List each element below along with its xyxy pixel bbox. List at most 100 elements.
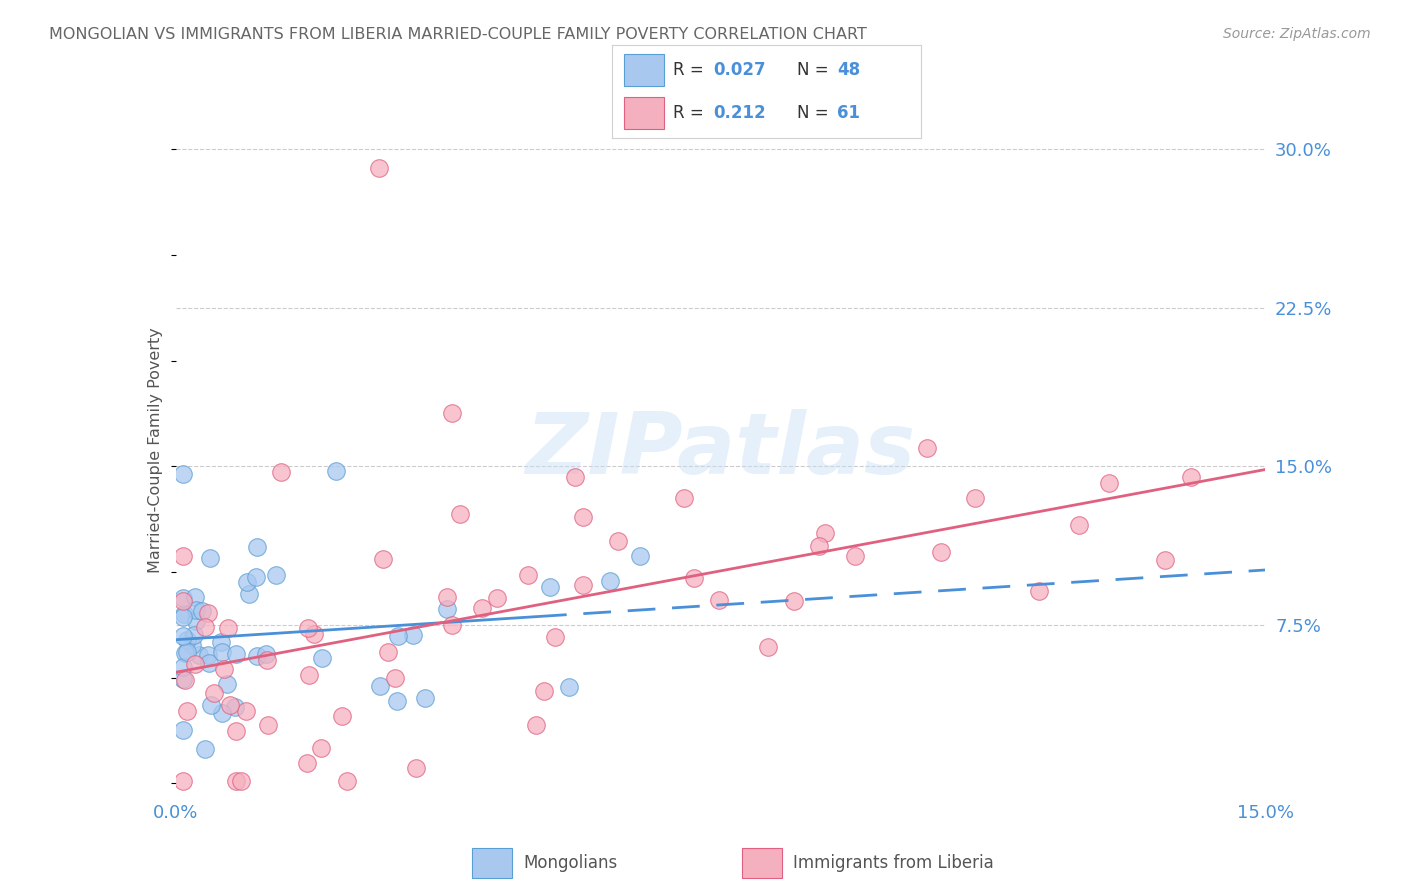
Point (194, 620, 217, 634)
Point (172, 610, 194, 624)
Point (449, 507, 471, 521)
Point (844, 549, 866, 563)
Point (311, 651, 333, 665)
Point (599, 574, 621, 588)
Point (194, 741, 217, 756)
Point (173, 673, 195, 688)
Point (172, 591, 194, 606)
Point (440, 407, 463, 421)
Text: 48: 48 (838, 61, 860, 78)
Point (1028, 584, 1050, 599)
Text: ZIPatlas: ZIPatlas (526, 409, 915, 492)
Point (1153, 553, 1175, 567)
Point (385, 693, 408, 707)
Point (1180, 470, 1202, 484)
Text: 0.027: 0.027 (714, 61, 766, 78)
Point (172, 629, 194, 643)
Point (217, 677, 239, 691)
Point (266, 568, 288, 582)
Point (176, 645, 198, 659)
Text: MONGOLIAN VS IMMIGRANTS FROM LIBERIA MARRIED-COUPLE FAMILY POVERTY CORRELATION C: MONGOLIAN VS IMMIGRANTS FROM LIBERIA MAR… (49, 27, 868, 42)
Point (224, 700, 246, 714)
Point (387, 629, 409, 643)
Point (707, 593, 730, 607)
Point (257, 718, 280, 732)
Point (371, 552, 394, 566)
Point (180, 638, 202, 652)
Point (270, 466, 292, 480)
Point (184, 657, 207, 672)
Point (245, 541, 267, 555)
Point (217, 621, 239, 635)
Point (172, 723, 194, 737)
Point (517, 568, 540, 582)
Point (808, 539, 831, 553)
Text: R =: R = (673, 104, 704, 122)
Point (368, 679, 391, 693)
Point (628, 549, 651, 564)
Point (405, 761, 427, 775)
Point (413, 690, 436, 705)
Point (173, 607, 195, 621)
Point (436, 602, 458, 616)
Bar (624, 54, 664, 86)
Point (297, 622, 319, 636)
Point (174, 646, 197, 660)
Point (309, 740, 332, 755)
Point (245, 570, 267, 584)
Point (783, 593, 806, 607)
Point (184, 591, 207, 605)
Point (187, 648, 209, 663)
Text: Mongolians: Mongolians (523, 854, 617, 871)
Point (295, 756, 318, 771)
Point (254, 647, 277, 661)
Point (197, 607, 219, 621)
Y-axis label: Married-Couple Family Poverty: Married-Couple Family Poverty (148, 327, 163, 574)
Point (225, 774, 247, 789)
Point (231, 774, 253, 789)
Point (929, 545, 952, 559)
Point (238, 586, 260, 600)
Point (172, 774, 194, 789)
Point (172, 549, 194, 563)
Point (368, 161, 391, 176)
Point (471, 601, 494, 615)
Point (377, 645, 399, 659)
Bar (624, 97, 664, 129)
Point (325, 464, 347, 478)
Point (197, 648, 219, 662)
Point (335, 774, 357, 789)
Bar (472, 847, 512, 878)
Point (572, 578, 595, 592)
Point (564, 470, 586, 484)
Point (172, 467, 194, 482)
Point (200, 698, 222, 712)
Point (186, 614, 208, 628)
Text: R =: R = (673, 61, 704, 78)
Text: Source: ZipAtlas.com: Source: ZipAtlas.com (1223, 27, 1371, 41)
Point (225, 648, 247, 662)
Point (176, 633, 198, 648)
Point (756, 640, 779, 654)
Point (1067, 518, 1090, 533)
Point (197, 656, 219, 670)
Point (402, 628, 425, 642)
Point (172, 594, 194, 608)
Point (236, 574, 259, 589)
Point (212, 662, 235, 676)
Point (1098, 476, 1121, 491)
Point (673, 491, 696, 505)
Point (256, 653, 278, 667)
Point (524, 718, 547, 732)
Point (572, 509, 595, 524)
Text: N =: N = (797, 61, 828, 78)
Text: 0.212: 0.212 (714, 104, 766, 122)
Bar (742, 847, 782, 878)
Point (183, 628, 205, 642)
Point (209, 635, 232, 649)
Point (302, 627, 325, 641)
Point (533, 684, 555, 698)
Point (176, 704, 198, 718)
Point (682, 571, 704, 585)
Point (538, 581, 561, 595)
